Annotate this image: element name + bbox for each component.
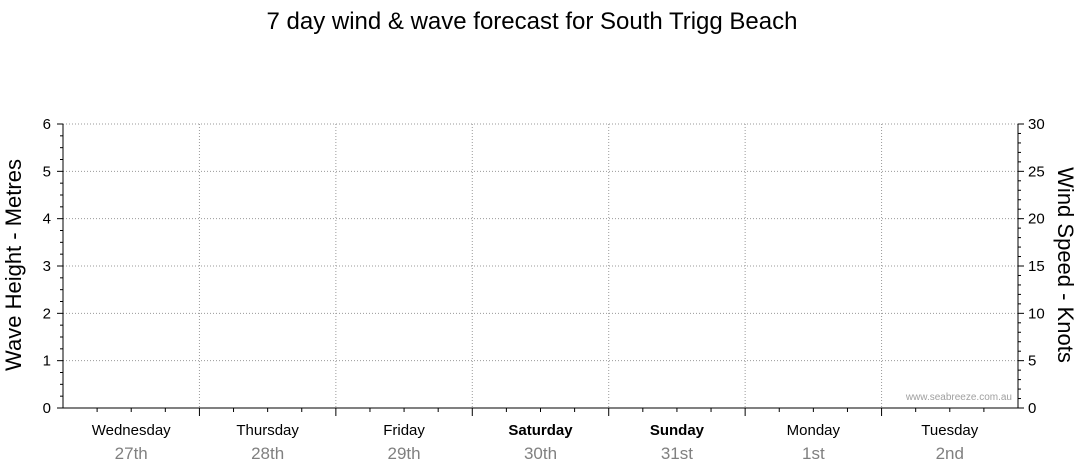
day-label: Monday [787,422,841,439]
wave-height-axis-title: Wave Height - Metres [1,159,26,371]
day-label: Tuesday [921,422,978,439]
right-tick-label: 5 [1028,353,1036,370]
wind-speed-axis: 0 5 10 15 20 25 30 [1018,116,1045,417]
day-label: Sunday [650,422,705,439]
right-tick-label: 30 [1028,116,1045,133]
left-tick-label: 1 [43,353,51,370]
day-label: Wednesday [92,422,171,439]
left-tick-label: 3 [43,258,51,275]
left-tick-label: 6 [43,116,51,133]
right-tick-label: 25 [1028,163,1045,180]
date-label: 29th [388,444,421,463]
date-label: 1st [802,444,825,463]
date-label: 2nd [936,444,964,463]
left-tick-label: 2 [43,305,51,322]
right-tick-label: 0 [1028,400,1036,417]
watermark: www.seabreeze.com.au [905,392,1012,403]
left-tick-label: 4 [43,211,51,228]
day-labels: Wednesday 27th Thursday 28th Friday 29th Satur… [92,408,985,463]
day-label: Friday [383,422,425,439]
right-tick-label: 20 [1028,211,1045,228]
wind-speed-axis-title: Wind Speed - Knots [1053,167,1078,363]
right-tick-label: 15 [1028,258,1045,275]
right-tick-label: 10 [1028,305,1045,322]
wave-height-axis: 0 1 2 3 4 5 6 [43,116,63,417]
date-label: 31st [661,444,693,463]
grid-lines [63,123,1018,408]
date-label: 28th [251,444,284,463]
left-tick-label: 0 [43,400,51,417]
chart-title: 7 day wind & wave forecast for South Tri… [267,8,798,35]
left-tick-label: 5 [43,163,51,180]
date-label: 30th [524,444,557,463]
day-label: Saturday [508,422,573,439]
day-label: Thursday [236,422,299,439]
date-label: 27th [115,444,148,463]
